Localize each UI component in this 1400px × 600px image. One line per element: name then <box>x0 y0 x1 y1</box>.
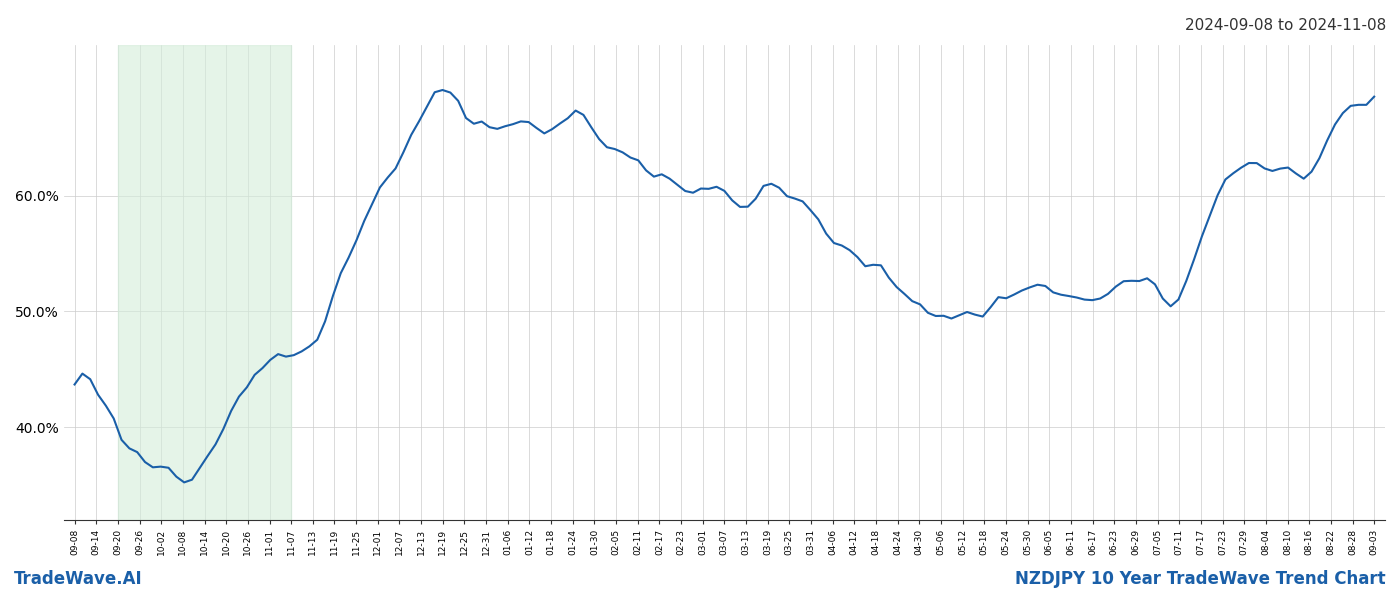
Text: NZDJPY 10 Year TradeWave Trend Chart: NZDJPY 10 Year TradeWave Trend Chart <box>1015 570 1386 588</box>
Bar <box>118 45 291 520</box>
Text: TradeWave.AI: TradeWave.AI <box>14 570 143 588</box>
Text: 2024-09-08 to 2024-11-08: 2024-09-08 to 2024-11-08 <box>1184 18 1386 33</box>
